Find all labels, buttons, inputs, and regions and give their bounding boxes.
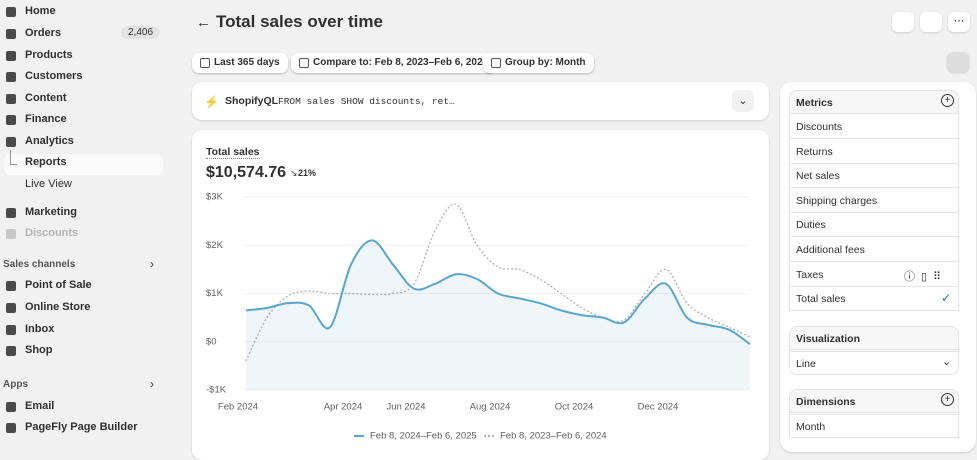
info-button[interactable] bbox=[892, 12, 914, 32]
query-text: FROM sales SHOW discounts, ret… bbox=[278, 96, 455, 107]
legend-label: Feb 8, 2023–Feb 6, 2024 bbox=[500, 431, 607, 442]
metric-item[interactable]: Taxes bbox=[789, 263, 959, 287]
query-label: ShopifyQL bbox=[225, 95, 279, 107]
nav-item[interactable]: Products bbox=[25, 49, 73, 61]
nav-icon bbox=[6, 29, 16, 39]
add-button[interactable]: + bbox=[941, 393, 954, 406]
x-tick-label: Feb 2024 bbox=[218, 402, 258, 413]
metric-item[interactable]: Returns bbox=[789, 140, 959, 164]
x-tick-label: Dec 2024 bbox=[638, 402, 679, 413]
page-title: Total sales over time bbox=[216, 12, 383, 31]
nav-icon bbox=[6, 303, 16, 313]
nav-item[interactable]: Home bbox=[25, 5, 56, 17]
tree-line bbox=[10, 150, 17, 165]
y-tick-label: $3K bbox=[206, 192, 224, 203]
chart: -$1K $0 $1K $2K $3K Feb 2024 Apr 2024 Jun 2024 A… bbox=[206, 192, 751, 442]
nav-icon bbox=[6, 7, 16, 17]
nav-item[interactable]: Shop bbox=[25, 344, 53, 356]
nav-item[interactable]: Customers bbox=[25, 70, 83, 82]
nav-item[interactable]: Finance bbox=[25, 113, 67, 125]
filter-icon bbox=[299, 58, 309, 68]
chart-title: Total sales bbox=[206, 146, 260, 159]
chart-total: $10,574.76 bbox=[206, 164, 287, 181]
nav-item[interactable]: Inbox bbox=[25, 323, 55, 335]
filter-button[interactable]: Group by: Month bbox=[483, 53, 594, 73]
nav-icon bbox=[6, 325, 16, 335]
nav-icon bbox=[6, 51, 16, 61]
section-header: Visualization bbox=[789, 326, 959, 350]
bolt-icon: ⚡ bbox=[204, 95, 219, 109]
row-actions[interactable]: ⓘ▯⠿ bbox=[904, 271, 948, 283]
nav-item[interactable]: Content bbox=[25, 92, 67, 104]
add-button[interactable]: + bbox=[941, 94, 954, 107]
nav-icon bbox=[6, 423, 16, 433]
select-chevron: ⌄ bbox=[942, 356, 952, 368]
metric-item[interactable]: Duties bbox=[789, 213, 959, 237]
nav-item[interactable]: Analytics bbox=[25, 135, 74, 147]
back-icon[interactable]: ← bbox=[196, 14, 211, 31]
nav-icon bbox=[6, 94, 16, 104]
nav-icon bbox=[6, 346, 16, 356]
nav-item[interactable]: Marketing bbox=[25, 206, 77, 218]
metric-item[interactable]: Discounts bbox=[789, 115, 959, 139]
nav-icon bbox=[6, 115, 16, 125]
legend-label: Feb 8, 2024–Feb 6, 2025 bbox=[370, 431, 477, 442]
more-button[interactable]: ⋯ bbox=[948, 12, 970, 32]
query-card: ⚡ ShopifyQL FROM sales SHOW discounts, r… bbox=[192, 82, 769, 120]
nav-icon bbox=[6, 208, 16, 218]
y-tick-label: $1K bbox=[206, 288, 224, 299]
expand-button[interactable]: ⌄ bbox=[732, 90, 754, 112]
nav-icon bbox=[6, 281, 16, 291]
y-tick-label: $2K bbox=[206, 240, 224, 251]
section-title: Sales channels bbox=[3, 259, 76, 270]
x-tick-label: Apr 2024 bbox=[324, 402, 363, 413]
nav-icon bbox=[6, 402, 16, 412]
nav-badge: 2,406 bbox=[121, 26, 161, 39]
metric-item[interactable]: Additional fees bbox=[789, 238, 959, 262]
nav-icon bbox=[6, 137, 16, 147]
metric-item[interactable]: Total sales bbox=[789, 287, 959, 311]
visualization-select[interactable]: Line bbox=[789, 351, 959, 375]
line bbox=[245, 239, 751, 345]
chart-card: Total sales $10,574.76 ↘ 21% -$1K $0 $1K $2… bbox=[192, 130, 769, 460]
page: Home Orders 2,406 Products Customers Content F… bbox=[3, 5, 976, 460]
filter-button[interactable]: Compare to: Feb 8, 2023–Feb 6, 2024 bbox=[291, 53, 497, 73]
nav-item[interactable]: Online Store bbox=[25, 301, 91, 313]
nav-item[interactable]: Point of Sale bbox=[25, 279, 92, 291]
filter-icon bbox=[200, 58, 210, 68]
filter-icon bbox=[491, 58, 501, 68]
section-chevron: › bbox=[150, 377, 154, 391]
section-title: Apps bbox=[3, 379, 28, 390]
nav-icon bbox=[6, 229, 16, 239]
area bbox=[246, 240, 750, 390]
nav-item[interactable]: Orders bbox=[25, 27, 62, 39]
metric-item[interactable]: Shipping charges bbox=[789, 189, 959, 213]
x-tick-label: Oct 2024 bbox=[555, 402, 594, 413]
nav-item[interactable]: Live View bbox=[25, 178, 72, 190]
selected-bg bbox=[4, 154, 163, 175]
sidekick-button[interactable] bbox=[920, 12, 942, 32]
check-icon: ✓ bbox=[941, 291, 952, 305]
metric-item[interactable]: Net sales bbox=[789, 164, 959, 188]
nav-item[interactable]: Reports bbox=[25, 156, 67, 168]
chart-change: 21% bbox=[298, 168, 317, 178]
section-chevron: › bbox=[150, 257, 154, 271]
y-tick-label: $0 bbox=[206, 336, 217, 347]
filter-button[interactable]: Last 365 days bbox=[192, 53, 288, 73]
section-header: Dimensions bbox=[789, 389, 959, 413]
x-tick-label: Aug 2024 bbox=[470, 402, 511, 413]
nav-icon bbox=[6, 72, 16, 82]
line bbox=[245, 203, 751, 362]
change-arrow: ↘ bbox=[290, 168, 298, 178]
dimension-item[interactable]: Month bbox=[789, 414, 959, 438]
x-tick-label: Jun 2024 bbox=[386, 402, 425, 413]
nav-item[interactable]: PageFly Page Builder bbox=[25, 421, 138, 433]
nav-item[interactable]: Discounts bbox=[25, 227, 79, 239]
nav-item[interactable]: Email bbox=[25, 400, 55, 412]
settings-button[interactable] bbox=[947, 52, 969, 72]
y-tick-label: -$1K bbox=[206, 385, 227, 396]
section-header: Metrics bbox=[789, 90, 959, 114]
